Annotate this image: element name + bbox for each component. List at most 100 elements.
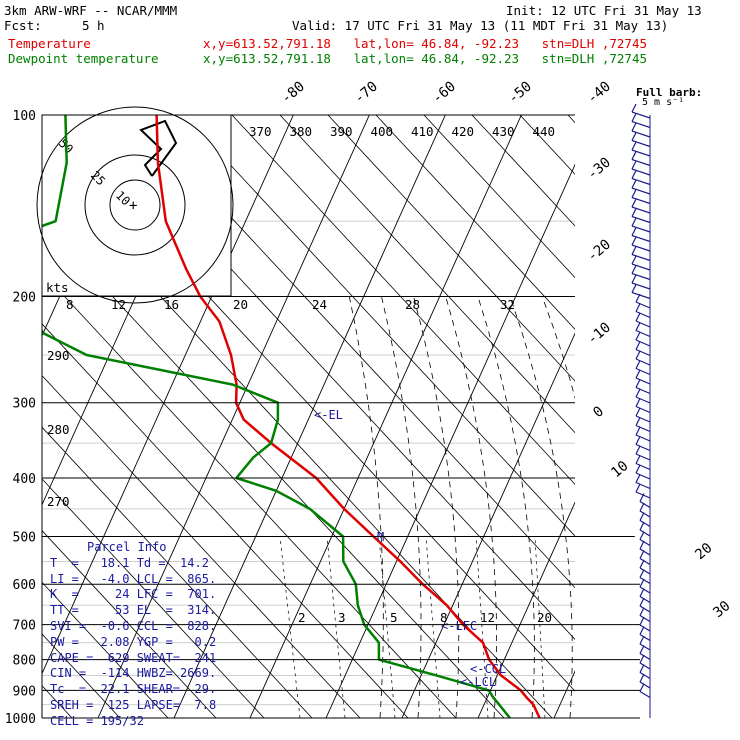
wind-barb <box>635 417 651 433</box>
wind-barb <box>639 597 651 613</box>
isotherm-label: -50 <box>505 79 535 108</box>
mixing-ratio-label: 2 <box>298 610 306 625</box>
isotherm <box>630 115 740 718</box>
theta-side-label: 270 <box>47 494 70 509</box>
theta-label: 420 <box>452 124 475 139</box>
dry-adiabat <box>42 374 361 718</box>
dry-adiabat <box>42 426 313 718</box>
wind-barb <box>639 588 651 604</box>
theta-label: 380 <box>290 124 313 139</box>
wind-barb <box>639 683 651 699</box>
wind-barb <box>631 227 651 243</box>
hodograph-ring <box>36 106 234 304</box>
wind-barb <box>631 132 651 148</box>
wind-barb <box>639 502 651 518</box>
wind-barb <box>639 512 651 528</box>
hodograph-speed-label: 24 <box>312 297 327 312</box>
mixing-ratio-line <box>534 536 546 718</box>
wind-barb <box>639 493 651 509</box>
wind-barb <box>631 122 651 138</box>
wind-barb <box>639 531 651 547</box>
hodograph-origin-icon: + <box>129 198 137 214</box>
init-time: Init: 12 UTC Fri 31 May 13 <box>506 3 702 18</box>
mixing-ratio-label: 20 <box>537 610 552 625</box>
moist-adiabat <box>445 296 498 718</box>
theta-label: 430 <box>492 124 515 139</box>
theta-side-label: 290 <box>47 348 70 363</box>
wind-barb <box>631 284 651 300</box>
forecast-hours: 5 h <box>82 18 105 33</box>
pressure-tick-label: 600 <box>13 578 36 593</box>
wind-barbs <box>631 103 651 718</box>
isotherm-label: -80 <box>278 79 308 108</box>
wind-barb <box>631 113 651 129</box>
isotherm-label: -60 <box>429 79 459 108</box>
hodograph-speed-label: 20 <box>233 297 248 312</box>
temperature-location: x,y=613.52,791.18 lat,lon= 46.84, -92.23… <box>203 36 648 51</box>
wind-barb <box>631 160 651 176</box>
parcel-info-row: K = 24 LFC = 701. <box>50 587 217 602</box>
wind-barb <box>631 217 651 233</box>
wind-barb <box>639 569 651 585</box>
wind-barb <box>639 673 651 689</box>
isotherm <box>706 115 740 718</box>
parcel-info-row: T = 18.1 Td = 14.2 <box>50 555 209 570</box>
isotherm-label: 30 <box>710 598 733 621</box>
mixing-ratio-label: 8 <box>440 610 448 625</box>
wind-barb <box>639 664 651 680</box>
moist-adiabat <box>541 296 575 400</box>
isotherm <box>477 501 575 718</box>
parcel-info-row: CAPE = 629 SWEAT= 241 <box>50 650 217 665</box>
wind-barb <box>631 151 651 167</box>
mixing-ratio-line <box>279 536 301 718</box>
isotherm-label: -20 <box>584 237 614 266</box>
wind-barb <box>631 141 651 157</box>
wind-barb <box>631 208 651 224</box>
wind-barb <box>631 103 651 119</box>
isotherm <box>173 115 446 718</box>
wind-barb <box>635 455 651 471</box>
dewpoint-profile <box>42 115 511 718</box>
wind-barb <box>631 189 651 205</box>
wind-barb <box>631 255 651 271</box>
wind-barb <box>635 360 651 376</box>
wind-barb <box>639 578 651 594</box>
wind-barb <box>631 246 651 262</box>
theta-label: 370 <box>249 124 272 139</box>
isotherm-label: -30 <box>584 155 614 184</box>
pressure-tick-label: 100 <box>13 109 36 124</box>
hodograph-speed-label: 28 <box>405 297 420 312</box>
forecast-label: Fcst: <box>4 18 42 33</box>
dry-adiabat <box>664 115 740 718</box>
parcel-annotation: <-LCL <box>460 675 496 689</box>
hodograph-speed-label: 8 <box>66 297 74 312</box>
hodograph-inset: + <box>36 106 234 304</box>
dry-adiabat <box>42 478 265 718</box>
dewpoint-location: x,y=613.52,791.18 lat,lon= 46.84, -92.23… <box>203 51 648 66</box>
mixing-ratio-line <box>326 536 346 718</box>
wind-barb <box>631 265 651 281</box>
wind-barb <box>631 236 651 252</box>
dry-adiabat <box>231 115 575 485</box>
dry-adiabat <box>712 115 740 718</box>
mixing-ratio-label: 12 <box>480 610 495 625</box>
barb-legend-unit: 5 m s⁻¹ <box>642 97 685 108</box>
wind-barb <box>639 626 651 642</box>
parcel-annotation: <-LFC <box>441 619 477 633</box>
isotherm <box>553 670 575 718</box>
wind-barb <box>639 540 651 556</box>
pressure-tick-label: 1000 <box>5 712 36 727</box>
parcel-info-row: TT = 53 EL = 314. <box>50 603 217 618</box>
wind-barb <box>635 312 651 328</box>
pressure-tick-label: 500 <box>13 530 36 545</box>
dry-adiabat <box>42 323 409 718</box>
isotherm <box>249 115 522 718</box>
parcel-annotation: M <box>377 530 384 544</box>
dry-adiabat <box>279 115 575 434</box>
parcel-info-row: CIN = -114 HWBZ= 2669. <box>50 666 217 681</box>
mixing-ratio-label: 5 <box>390 610 398 625</box>
isotherm-label: 20 <box>692 540 715 563</box>
pressure-tick-label: 400 <box>13 472 36 487</box>
wind-barb <box>639 607 651 623</box>
